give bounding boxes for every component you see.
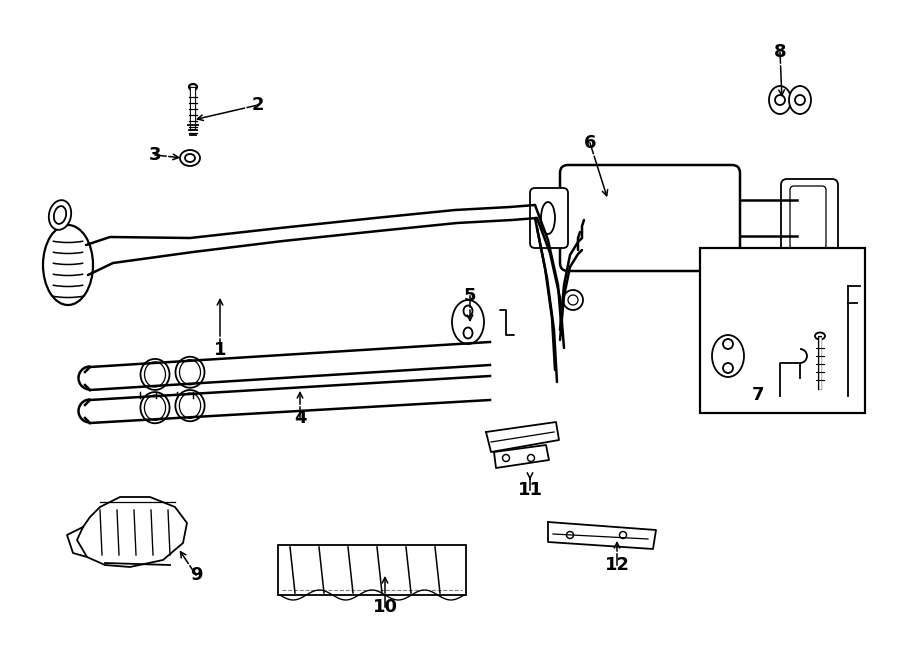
Ellipse shape [464, 305, 472, 317]
Text: 1: 1 [214, 341, 226, 359]
Circle shape [723, 339, 733, 349]
Ellipse shape [769, 86, 791, 114]
Text: 10: 10 [373, 598, 398, 616]
Ellipse shape [180, 150, 200, 166]
Ellipse shape [43, 225, 93, 305]
Circle shape [723, 363, 733, 373]
Circle shape [566, 531, 573, 539]
Circle shape [502, 455, 509, 461]
Ellipse shape [464, 327, 472, 338]
FancyBboxPatch shape [530, 188, 568, 248]
Ellipse shape [140, 392, 169, 423]
FancyBboxPatch shape [781, 179, 838, 256]
FancyBboxPatch shape [560, 165, 740, 271]
Ellipse shape [54, 206, 67, 224]
Text: 12: 12 [605, 556, 629, 574]
Bar [278, 545, 466, 595]
Ellipse shape [789, 86, 811, 114]
Circle shape [775, 95, 785, 105]
Ellipse shape [185, 154, 195, 162]
Ellipse shape [176, 390, 204, 421]
Circle shape [795, 95, 805, 105]
Ellipse shape [176, 357, 204, 388]
Ellipse shape [712, 335, 744, 377]
Ellipse shape [541, 202, 555, 234]
Circle shape [568, 295, 578, 305]
Ellipse shape [145, 362, 166, 387]
Ellipse shape [140, 359, 169, 390]
Text: 6: 6 [584, 134, 596, 152]
Ellipse shape [144, 395, 166, 420]
Text: 3: 3 [148, 146, 161, 164]
Text: 2: 2 [252, 96, 265, 114]
Ellipse shape [452, 300, 484, 344]
Text: 9: 9 [190, 566, 203, 584]
Text: 8: 8 [774, 43, 787, 61]
Circle shape [619, 531, 626, 539]
Circle shape [563, 290, 583, 310]
FancyBboxPatch shape [790, 186, 826, 249]
Text: 11: 11 [518, 481, 543, 499]
Ellipse shape [49, 200, 71, 230]
Text: 7: 7 [752, 386, 764, 404]
Circle shape [527, 455, 535, 461]
Ellipse shape [179, 360, 201, 385]
Ellipse shape [815, 332, 825, 340]
Ellipse shape [179, 393, 201, 418]
Text: 4: 4 [293, 409, 306, 427]
Bar [700, 248, 865, 413]
Ellipse shape [189, 84, 197, 90]
Text: 5: 5 [464, 287, 476, 305]
